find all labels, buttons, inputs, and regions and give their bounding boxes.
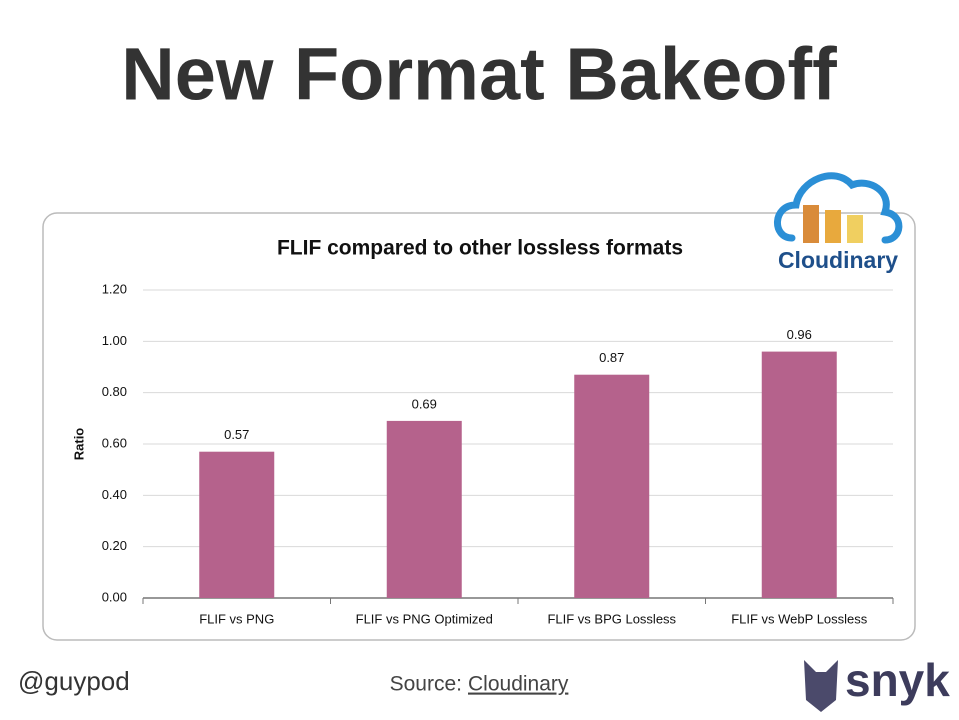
value-label: 0.87 xyxy=(599,350,624,365)
logo-text: Cloudinary xyxy=(778,247,898,273)
x-tick-label: FLIF vs PNG xyxy=(199,611,274,626)
logo-cloud xyxy=(774,172,903,244)
bar xyxy=(199,451,275,598)
bar xyxy=(574,374,650,598)
y-tick-label: 0.20 xyxy=(102,538,127,553)
logo-dog xyxy=(804,660,838,712)
snyk-logo: snyk xyxy=(804,654,950,712)
y-tick-label: 1.00 xyxy=(102,333,127,348)
x-tick-label: FLIF vs BPG Lossless xyxy=(547,611,676,626)
value-label: 0.57 xyxy=(224,427,249,442)
bar xyxy=(386,420,462,598)
x-tick-label: FLIF vs WebP Lossless xyxy=(731,611,868,626)
twitter-handle: @guypod xyxy=(18,666,130,696)
chart-title: FLIF compared to other lossless formats xyxy=(277,237,683,260)
bar xyxy=(761,351,837,598)
y-tick-label: 1.20 xyxy=(102,281,127,296)
y-tick-label: 0.60 xyxy=(102,435,127,450)
value-label: 0.96 xyxy=(787,327,812,342)
logo-bar xyxy=(825,210,841,243)
source-label: Source: xyxy=(390,673,462,696)
y-tick-label: 0.00 xyxy=(102,589,127,604)
y-tick-label: 0.40 xyxy=(102,487,127,502)
cloudinary-logo: Cloudinary xyxy=(774,172,903,273)
y-tick-label: 0.80 xyxy=(102,384,127,399)
source-link[interactable]: Cloudinary xyxy=(468,673,569,696)
slide-title: New Format Bakeoff xyxy=(121,33,837,116)
logo-bar xyxy=(803,205,819,243)
logo-bar xyxy=(847,215,863,243)
logo-text: snyk xyxy=(845,654,950,706)
y-axis-label: Ratio xyxy=(71,428,86,461)
value-label: 0.69 xyxy=(412,396,437,411)
x-tick-label: FLIF vs PNG Optimized xyxy=(356,611,493,626)
